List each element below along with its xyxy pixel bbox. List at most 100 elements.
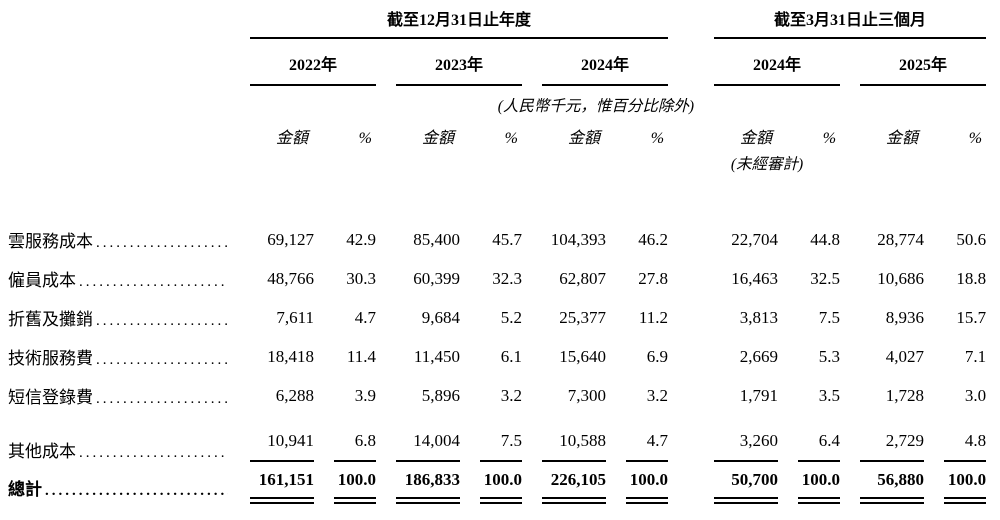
cell-value: 5.2 bbox=[500, 307, 522, 327]
spacer-row bbox=[8, 174, 986, 220]
total-cell-value: 100.0 bbox=[460, 462, 522, 512]
dot-leader: ........................................… bbox=[79, 445, 228, 461]
cell-value: 4.7 bbox=[354, 307, 376, 327]
cell-value: 62,807 bbox=[559, 268, 606, 288]
cell-value: 48,766 bbox=[267, 268, 314, 288]
cell-value: 9,684 bbox=[421, 307, 460, 327]
cell-value: 4.8 bbox=[924, 415, 987, 462]
dot-leader: ........................................… bbox=[96, 352, 228, 368]
year-header-row: 2022年 2023年 2024年 2024年 2025年 bbox=[8, 39, 987, 86]
percent-header: % bbox=[968, 130, 983, 147]
amount-header: 金額 bbox=[740, 130, 773, 147]
cell-value: 6.1 bbox=[500, 346, 522, 366]
amount-header: 金額 bbox=[886, 130, 919, 147]
cell-value: 15.7 bbox=[956, 307, 987, 327]
period-header-annual-label: 截至12月31日止年度 bbox=[250, 6, 669, 39]
dot-leader: ........................................… bbox=[96, 313, 228, 329]
cell-value: 6.9 bbox=[646, 346, 669, 366]
table-row-sms-login-fees: 短信登錄費...................................… bbox=[8, 376, 986, 415]
cell-value: 6.4 bbox=[778, 415, 841, 462]
total-row-label: 總計 bbox=[8, 479, 42, 499]
total-cell-value: 100.0 bbox=[606, 462, 669, 512]
table-row-technical-service-fees: 技術服務費...................................… bbox=[8, 337, 986, 376]
total-cell-value: 100.0 bbox=[924, 462, 987, 512]
total-cell-value: 100.0 bbox=[778, 462, 841, 512]
cell-value: 5.3 bbox=[818, 346, 841, 366]
cell-value: 6,288 bbox=[275, 385, 314, 405]
total-cell-value: 56,880 bbox=[840, 462, 925, 512]
cell-value: 27.8 bbox=[638, 268, 669, 288]
cell-value: 11,450 bbox=[413, 346, 460, 366]
cell-value: 10,686 bbox=[877, 268, 925, 288]
unit-note-row: (人民幣千元，惟百分比除外) bbox=[8, 86, 986, 116]
cell-value: 50.6 bbox=[956, 229, 987, 249]
table-row-cloud-service-costs: 雲服務成本...................................… bbox=[8, 220, 986, 259]
total-cell-value: 186,833 bbox=[376, 462, 460, 512]
total-cell-value: 100.0 bbox=[314, 462, 376, 512]
table-row-other-costs: 其他成本....................................… bbox=[8, 415, 987, 462]
cell-value: 10,941 bbox=[230, 415, 314, 462]
cell-value: 104,393 bbox=[550, 229, 606, 249]
period-header-quarterly-label: 截至3月31日止三個月 bbox=[714, 6, 987, 39]
row-label: 僱員成本 bbox=[8, 271, 76, 290]
year-header-2022-label: 2022年 bbox=[250, 39, 376, 86]
cell-value: 3.5 bbox=[818, 385, 841, 405]
period-header-annual: 截至12月31日止年度 bbox=[230, 6, 669, 39]
table-row-employee-costs: 僱員成本....................................… bbox=[8, 259, 986, 298]
cell-value: 85,400 bbox=[413, 229, 460, 249]
column-header-row: 金額 % 金額 % 金額 % 金額 % 金額 % bbox=[8, 116, 986, 148]
cell-value: 14,004 bbox=[376, 415, 460, 462]
cell-value: 45.7 bbox=[492, 229, 522, 249]
year-header-q1-2024-label: 2024年 bbox=[714, 39, 841, 86]
row-label: 短信登錄費 bbox=[8, 388, 93, 407]
cell-value: 7.5 bbox=[460, 415, 522, 462]
year-header-2023: 2023年 bbox=[376, 39, 522, 86]
cell-value: 69,127 bbox=[267, 229, 314, 249]
percent-header: % bbox=[650, 130, 665, 147]
cell-value: 1,791 bbox=[739, 385, 779, 405]
cell-value: 3,813 bbox=[739, 307, 779, 327]
cell-value: 32.5 bbox=[810, 268, 841, 288]
percent-header: % bbox=[358, 130, 372, 147]
cell-value: 8,936 bbox=[885, 307, 925, 327]
percent-header: % bbox=[504, 130, 518, 147]
total-cell-value: 161,151 bbox=[230, 462, 314, 512]
dot-leader: ........................................… bbox=[96, 235, 228, 251]
cell-value: 10,588 bbox=[522, 415, 606, 462]
cell-value: 4,027 bbox=[885, 346, 925, 366]
year-header-2022: 2022年 bbox=[230, 39, 376, 86]
table-row-depreciation-amortisation: 折舊及攤銷...................................… bbox=[8, 298, 986, 337]
cell-value: 4.7 bbox=[606, 415, 669, 462]
cell-value: 22,704 bbox=[731, 229, 779, 249]
cell-value: 7,611 bbox=[276, 307, 314, 327]
unaudited-note-row: (未經審計) bbox=[8, 148, 986, 174]
cell-value: 11.2 bbox=[638, 307, 669, 327]
year-header-q1-2025: 2025年 bbox=[840, 39, 987, 86]
row-label: 技術服務費 bbox=[8, 349, 93, 368]
period-header-row: 截至12月31日止年度 截至3月31日止三個月 bbox=[8, 6, 987, 39]
cell-value: 28,774 bbox=[877, 229, 925, 249]
amount-header: 金額 bbox=[567, 130, 600, 147]
cell-value: 7.5 bbox=[818, 307, 841, 327]
total-cell-value: 50,700 bbox=[694, 462, 779, 512]
unaudited-note: (未經審計) bbox=[730, 156, 804, 173]
cell-value: 3.2 bbox=[500, 385, 522, 405]
row-label: 其他成本 bbox=[8, 442, 76, 461]
period-header-quarterly: 截至3月31日止三個月 bbox=[694, 6, 987, 39]
cell-value: 18,418 bbox=[267, 346, 314, 366]
cell-value: 16,463 bbox=[731, 268, 779, 288]
cell-value: 1,728 bbox=[885, 385, 925, 405]
cell-value: 5,896 bbox=[421, 385, 460, 405]
cell-value: 25,377 bbox=[559, 307, 606, 327]
year-header-2024: 2024年 bbox=[522, 39, 669, 86]
cell-value: 11.4 bbox=[346, 346, 376, 366]
cell-value: 30.3 bbox=[346, 268, 376, 288]
cell-value: 7,300 bbox=[567, 385, 606, 405]
cost-breakdown-table: 截至12月31日止年度 截至3月31日止三個月 2022年 2023年 2024… bbox=[8, 6, 987, 512]
percent-header: % bbox=[822, 130, 837, 147]
cell-value: 2,729 bbox=[840, 415, 925, 462]
amount-header: 金額 bbox=[275, 130, 308, 147]
dot-leader: ........................................… bbox=[79, 274, 228, 290]
dot-leader: ........................................… bbox=[96, 391, 228, 407]
